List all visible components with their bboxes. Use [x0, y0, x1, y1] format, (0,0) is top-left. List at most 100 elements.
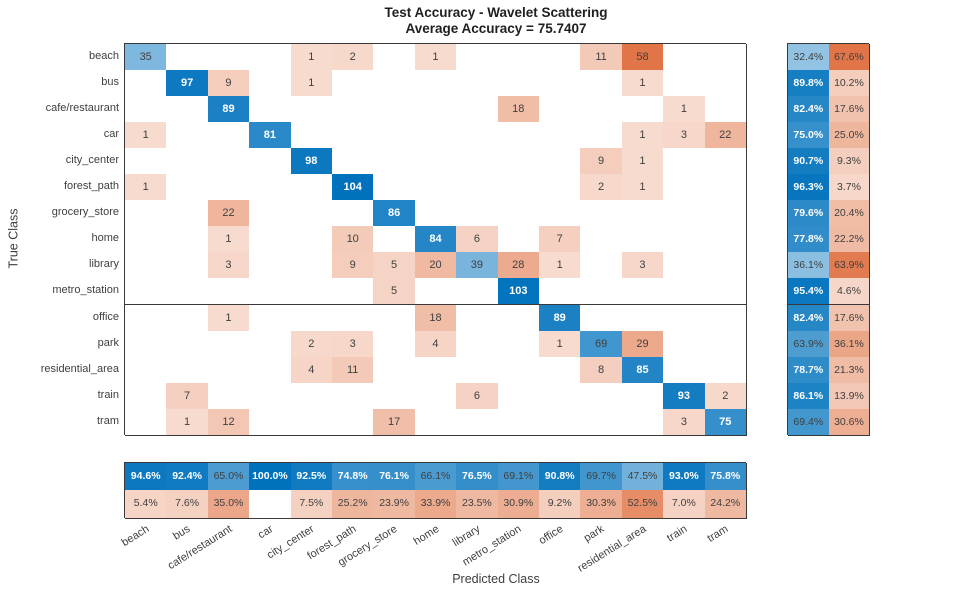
matrix-cell: [663, 70, 706, 98]
summary-cell: 76.5%: [456, 462, 499, 491]
matrix-cell: 69: [580, 330, 623, 358]
summary-cell: 7.6%: [166, 490, 209, 519]
matrix-cell: [497, 70, 540, 98]
matrix-cell: [290, 304, 333, 332]
matrix-cell: [704, 200, 747, 228]
matrix-cell: [663, 148, 706, 176]
matrix-cell: [332, 304, 375, 332]
matrix-cell: [663, 304, 706, 332]
matrix-cell: [414, 382, 458, 410]
true-class-label: beach: [89, 50, 119, 62]
matrix-cell: [704, 96, 747, 124]
matrix-cell: [166, 330, 209, 358]
matrix-cell: 1: [290, 70, 333, 98]
matrix-cell: [539, 70, 582, 98]
confusion-matrix-grid: 35 1 2 1 11 58 97 9 1 1 89 18 1 1 81 1 3 22 98 9 1 1 104 2 1 22 86…: [124, 43, 747, 436]
matrix-cell: [332, 200, 375, 228]
matrix-cell: 28: [497, 252, 540, 280]
summary-cell: 67.6%: [828, 44, 871, 72]
matrix-cell: 6: [456, 226, 499, 254]
matrix-cell: [290, 408, 333, 436]
matrix-cell: 1: [621, 122, 665, 150]
matrix-cell: [456, 330, 499, 358]
summary-cell: 36.1%: [828, 330, 871, 358]
matrix-cell: [539, 96, 582, 124]
matrix-cell: [663, 174, 706, 202]
matrix-cell: [332, 70, 375, 98]
matrix-cell: [497, 356, 540, 384]
matrix-cell: [166, 44, 209, 72]
matrix-cell: [580, 226, 623, 254]
matrix-cell: [290, 200, 333, 228]
matrix-cell: [414, 356, 458, 384]
matrix-cell: [207, 122, 251, 150]
matrix-cell: 84: [414, 226, 458, 254]
summary-cell: 89.8%: [788, 70, 830, 98]
matrix-cell: 3: [663, 408, 706, 436]
summary-cell: 5.4%: [125, 490, 168, 519]
matrix-cell: [166, 200, 209, 228]
matrix-cell: 4: [290, 356, 333, 384]
matrix-cell: [249, 252, 292, 280]
matrix-cell: 1: [621, 70, 665, 98]
summary-cell: 75.0%: [788, 122, 830, 150]
matrix-cell: [332, 382, 375, 410]
matrix-cell: 89: [207, 96, 251, 124]
matrix-cell: [497, 200, 540, 228]
matrix-cell: [249, 356, 292, 384]
matrix-cell: [125, 70, 168, 98]
matrix-cell: [704, 356, 747, 384]
summary-cell: 9.2%: [539, 490, 582, 519]
matrix-cell: [663, 252, 706, 280]
matrix-cell: 22: [704, 122, 747, 150]
matrix-cell: [580, 278, 623, 306]
matrix-cell: [414, 278, 458, 306]
matrix-cell: [580, 122, 623, 150]
matrix-cell: [290, 96, 333, 124]
true-class-label: office: [92, 310, 119, 323]
true-class-label: cafe/restaurant: [45, 102, 119, 115]
matrix-cell: [249, 278, 292, 306]
matrix-cell: [456, 122, 499, 150]
matrix-cell: [704, 330, 747, 358]
true-class-label: residential_area: [40, 362, 119, 375]
matrix-cell: [456, 200, 499, 228]
matrix-cell: 9: [332, 252, 375, 280]
matrix-cell: 86: [373, 200, 416, 228]
matrix-cell: 17: [373, 408, 416, 436]
matrix-cell: [290, 226, 333, 254]
matrix-cell: 7: [166, 382, 209, 410]
matrix-cell: 11: [332, 356, 375, 384]
matrix-cell: [125, 278, 168, 306]
true-class-label: bus: [101, 76, 119, 89]
summary-cell: 7.5%: [290, 490, 333, 519]
summary-cell: [249, 490, 292, 519]
matrix-cell: [414, 200, 458, 228]
matrix-cell: [207, 330, 251, 358]
summary-cell: 75.8%: [704, 462, 747, 491]
summary-cell: 13.9%: [828, 382, 871, 410]
matrix-cell: [249, 330, 292, 358]
matrix-cell: [249, 200, 292, 228]
summary-cell: 22.2%: [828, 226, 871, 254]
matrix-cell: [207, 382, 251, 410]
matrix-cell: [580, 382, 623, 410]
matrix-cell: [166, 96, 209, 124]
matrix-cell: [125, 408, 168, 436]
matrix-cell: 4: [414, 330, 458, 358]
summary-cell: 20.4%: [828, 200, 871, 228]
matrix-cell: [621, 304, 665, 332]
matrix-cell: [539, 174, 582, 202]
matrix-cell: [456, 148, 499, 176]
matrix-cell: 9: [580, 148, 623, 176]
summary-cell: 17.6%: [828, 304, 871, 332]
matrix-cell: [207, 356, 251, 384]
matrix-cell: [373, 122, 416, 150]
matrix-cell: [373, 356, 416, 384]
matrix-cell: [580, 252, 623, 280]
matrix-cell: [456, 70, 499, 98]
summary-cell: 10.2%: [828, 70, 871, 98]
matrix-cell: [456, 304, 499, 332]
matrix-cell: [456, 174, 499, 202]
